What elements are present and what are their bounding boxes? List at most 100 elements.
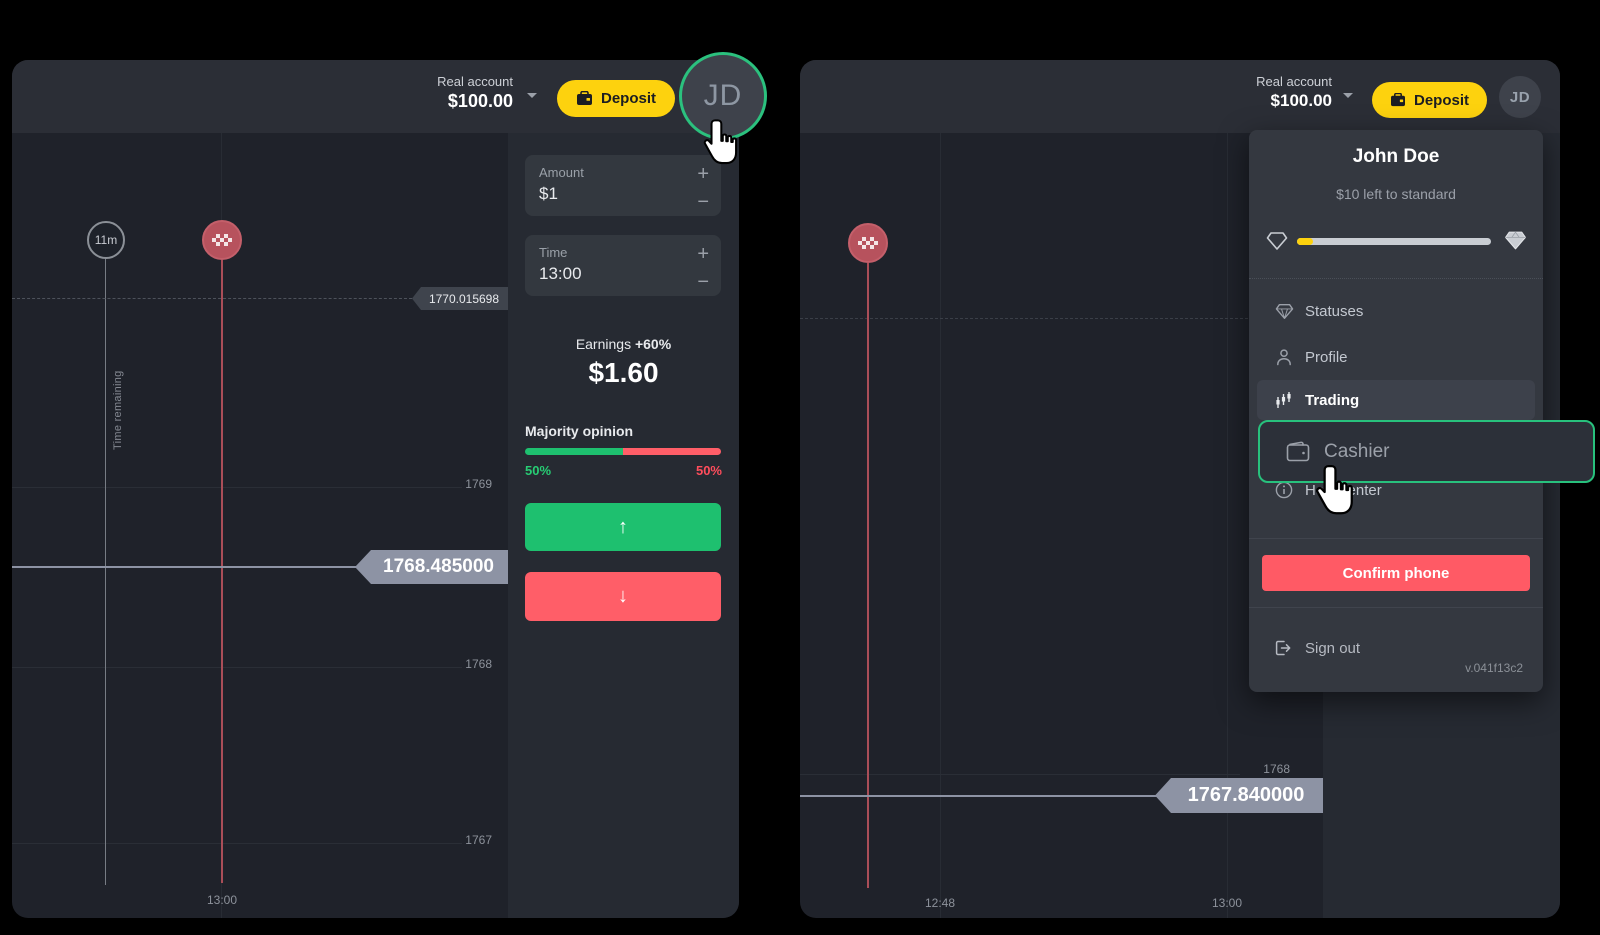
- amount-increase-button[interactable]: +: [697, 163, 709, 185]
- majority-up-percent: 50%: [525, 463, 552, 478]
- profile-dropdown: John Doe $10 left to standard Statuses P…: [1249, 130, 1543, 692]
- left-trading-window: Real account $100.00 Deposit 1769 1768 1…: [12, 60, 739, 918]
- y-axis-label: 1767: [465, 833, 492, 847]
- account-type-label: Real account: [1256, 74, 1332, 89]
- chevron-down-icon[interactable]: [527, 93, 537, 98]
- menu-item-label: Help center: [1305, 481, 1382, 499]
- time-remaining-label: Time remaining: [112, 370, 124, 450]
- menu-item-profile[interactable]: Profile: [1249, 334, 1543, 380]
- majority-opinion-bar: [525, 448, 721, 455]
- app-version: v.041f13c2: [1465, 661, 1523, 675]
- time-value: 13:00: [539, 264, 582, 283]
- time-increase-button[interactable]: +: [697, 243, 709, 265]
- amount-field[interactable]: Amount $1 + −: [525, 155, 721, 216]
- strike-price-line: [800, 318, 1323, 319]
- avatar-initials: JD: [1509, 88, 1531, 106]
- confirm-phone-label: Confirm phone: [1342, 564, 1450, 582]
- amount-decrease-button[interactable]: −: [697, 191, 709, 213]
- timer-value: 11m: [94, 233, 118, 247]
- user-name: John Doe: [1352, 146, 1440, 167]
- time-label: Time: [539, 245, 568, 260]
- majority-up-segment: [525, 448, 623, 455]
- divider: [1249, 607, 1543, 608]
- divider: [1249, 538, 1543, 539]
- gem-filled-icon: [1504, 230, 1527, 251]
- deposit-button[interactable]: Deposit: [1372, 82, 1487, 118]
- strike-price-tag: 1770.015698: [412, 287, 508, 310]
- buy-up-button[interactable]: ↑: [525, 503, 721, 551]
- wallet-icon: [576, 91, 593, 106]
- sell-down-button[interactable]: ↓: [525, 572, 721, 621]
- time-field[interactable]: Time 13:00 + −: [525, 235, 721, 296]
- info-icon: [1275, 481, 1293, 499]
- account-balance: $100.00: [1270, 91, 1332, 110]
- arrow-up-icon: ↑: [618, 515, 628, 538]
- menu-item-sign-out[interactable]: Sign out: [1249, 627, 1543, 669]
- x-axis-label: 13:00: [1211, 896, 1243, 910]
- current-price-line: [800, 795, 1158, 797]
- account-balance: $100.00: [447, 91, 513, 111]
- status-progress-bar: [1297, 238, 1491, 245]
- account-switcher[interactable]: Real account $100.00: [401, 74, 513, 112]
- user-avatar[interactable]: JD: [679, 52, 767, 140]
- menu-item-label: Statuses: [1305, 302, 1364, 320]
- earnings-row: Earnings +60%: [508, 336, 739, 352]
- menu-item-trading[interactable]: Trading: [1257, 380, 1535, 420]
- menu-item-label: Profile: [1305, 348, 1348, 366]
- gridline-1767: [12, 843, 462, 844]
- x-axis-label: 13:00: [206, 893, 238, 907]
- expiration-flag-icon: [202, 220, 242, 260]
- wallet-icon: [1390, 93, 1406, 107]
- confirm-phone-button[interactable]: Confirm phone: [1262, 555, 1530, 591]
- wallet-outline-icon: [1286, 441, 1310, 462]
- user-avatar[interactable]: JD: [1499, 76, 1541, 118]
- gridline-1768: [12, 667, 462, 668]
- x-axis-label: 12:48: [924, 896, 956, 910]
- majority-down-segment: [623, 448, 721, 455]
- menu-item-statuses[interactable]: Statuses: [1249, 288, 1543, 334]
- amount-value: $1: [539, 184, 558, 203]
- current-price-value: 1767.840000: [1187, 784, 1305, 806]
- menu-item-cashier[interactable]: Cashier: [1258, 420, 1595, 483]
- gem-icon: [1275, 303, 1294, 320]
- user-icon: [1275, 348, 1293, 366]
- time-decrease-button[interactable]: −: [697, 271, 709, 293]
- gridline-1768: [800, 774, 1240, 775]
- amount-label: Amount: [539, 165, 584, 180]
- account-type-label: Real account: [437, 74, 513, 89]
- deposit-button[interactable]: Deposit: [557, 80, 675, 117]
- avatar-initials: JD: [703, 79, 743, 112]
- candlestick-chart-icon: [1275, 391, 1292, 409]
- status-progress-fill: [1297, 238, 1313, 245]
- menu-item-label: Sign out: [1305, 639, 1361, 657]
- current-price-tag: 1767.840000: [1155, 778, 1323, 813]
- strike-price-value: 1770.015698: [428, 291, 500, 306]
- majority-opinion-label: Majority opinion: [525, 423, 634, 439]
- chevron-down-icon[interactable]: [1343, 93, 1353, 98]
- gridline-vertical: [1227, 133, 1228, 918]
- expiration-line: [221, 260, 223, 883]
- sign-out-icon: [1273, 639, 1292, 657]
- gridline-vertical: [940, 133, 941, 918]
- current-price-tag: 1768.485000: [355, 550, 508, 584]
- strike-price-line: [12, 298, 412, 299]
- deposit-label: Deposit: [600, 90, 656, 107]
- current-price-value: 1768.485000: [383, 556, 494, 577]
- y-axis-label: 1769: [465, 477, 492, 491]
- expiration-line: [867, 263, 869, 888]
- deposit-label: Deposit: [1413, 91, 1469, 109]
- y-axis-label: 1768: [1263, 762, 1290, 776]
- gem-outline-icon: [1266, 231, 1288, 251]
- account-switcher[interactable]: Real account $100.00: [1220, 74, 1332, 111]
- gridline-1769: [12, 487, 462, 488]
- current-price-line: [12, 566, 358, 568]
- earnings-value: $1.60: [588, 357, 659, 388]
- trade-panel: Amount $1 + − Time 13:00 + − Earnings +6…: [508, 133, 739, 918]
- earnings-label: Earnings: [575, 336, 632, 352]
- expiration-flag-icon: [848, 223, 888, 263]
- y-axis-label: 1768: [465, 657, 492, 671]
- arrow-down-icon: ↓: [618, 585, 628, 607]
- divider: [1249, 278, 1543, 279]
- menu-item-label: Trading: [1305, 391, 1360, 409]
